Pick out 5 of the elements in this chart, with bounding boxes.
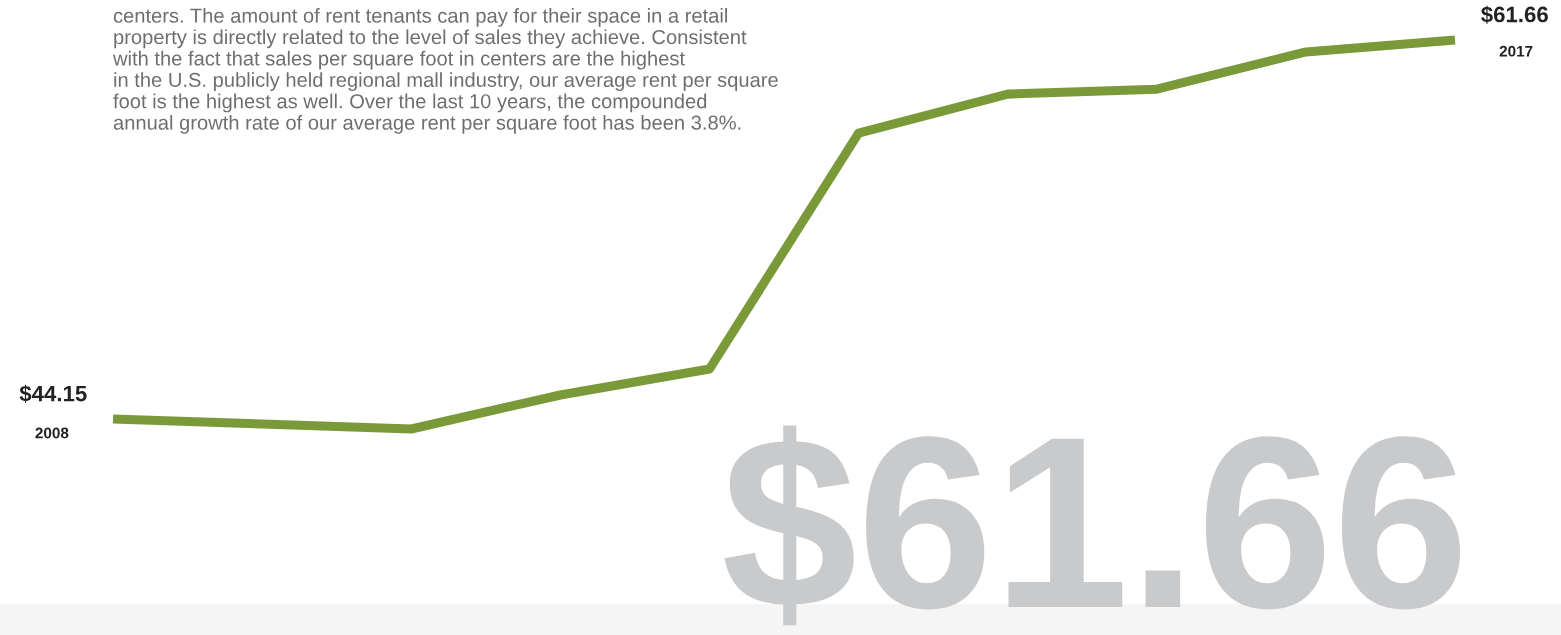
annotation: centers. The amount of rent tenants can pay for their space in a retail property is directly related to the level of sales they achieve. Consistent with the fact that sales per square foot in centers are the highest in the U.S. publicly held regional mall industry, our average rent per square foot is the highest as well. Over the last 10 years, the compounded annual growth rate of our average rent per square foot has been 3.8%.: [112, 8, 778, 134]
data-label: $61.66: [1481, 5, 1548, 24]
x-tick-label: 2017: [1499, 45, 1533, 57]
data-label: $44.15: [19, 384, 87, 403]
x-tick-label: 2008: [35, 427, 69, 439]
